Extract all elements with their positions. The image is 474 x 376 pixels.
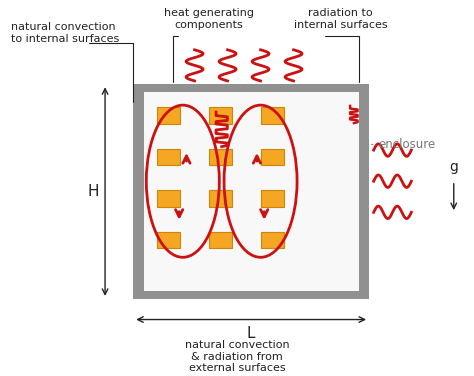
Text: g: g — [449, 160, 458, 174]
Bar — [157, 107, 180, 124]
Bar — [133, 84, 369, 299]
Bar — [157, 232, 180, 248]
Bar — [261, 149, 283, 165]
Bar — [209, 190, 232, 207]
Bar — [209, 149, 232, 165]
Text: enclosure: enclosure — [372, 138, 436, 151]
Bar — [157, 149, 180, 165]
Text: L: L — [247, 326, 255, 341]
Text: natural convection
& radiation from
external surfaces: natural convection & radiation from exte… — [185, 340, 289, 373]
Text: natural convection
to internal surfaces: natural convection to internal surfaces — [11, 22, 119, 44]
Bar — [157, 190, 180, 207]
Bar — [261, 232, 283, 248]
Text: heat generating
components: heat generating components — [164, 8, 254, 30]
Bar — [209, 107, 232, 124]
Text: radiation to
internal surfaces: radiation to internal surfaces — [294, 8, 387, 30]
Bar — [144, 92, 358, 291]
Text: H: H — [88, 184, 99, 199]
Bar — [209, 232, 232, 248]
Bar — [261, 190, 283, 207]
Bar — [261, 107, 283, 124]
